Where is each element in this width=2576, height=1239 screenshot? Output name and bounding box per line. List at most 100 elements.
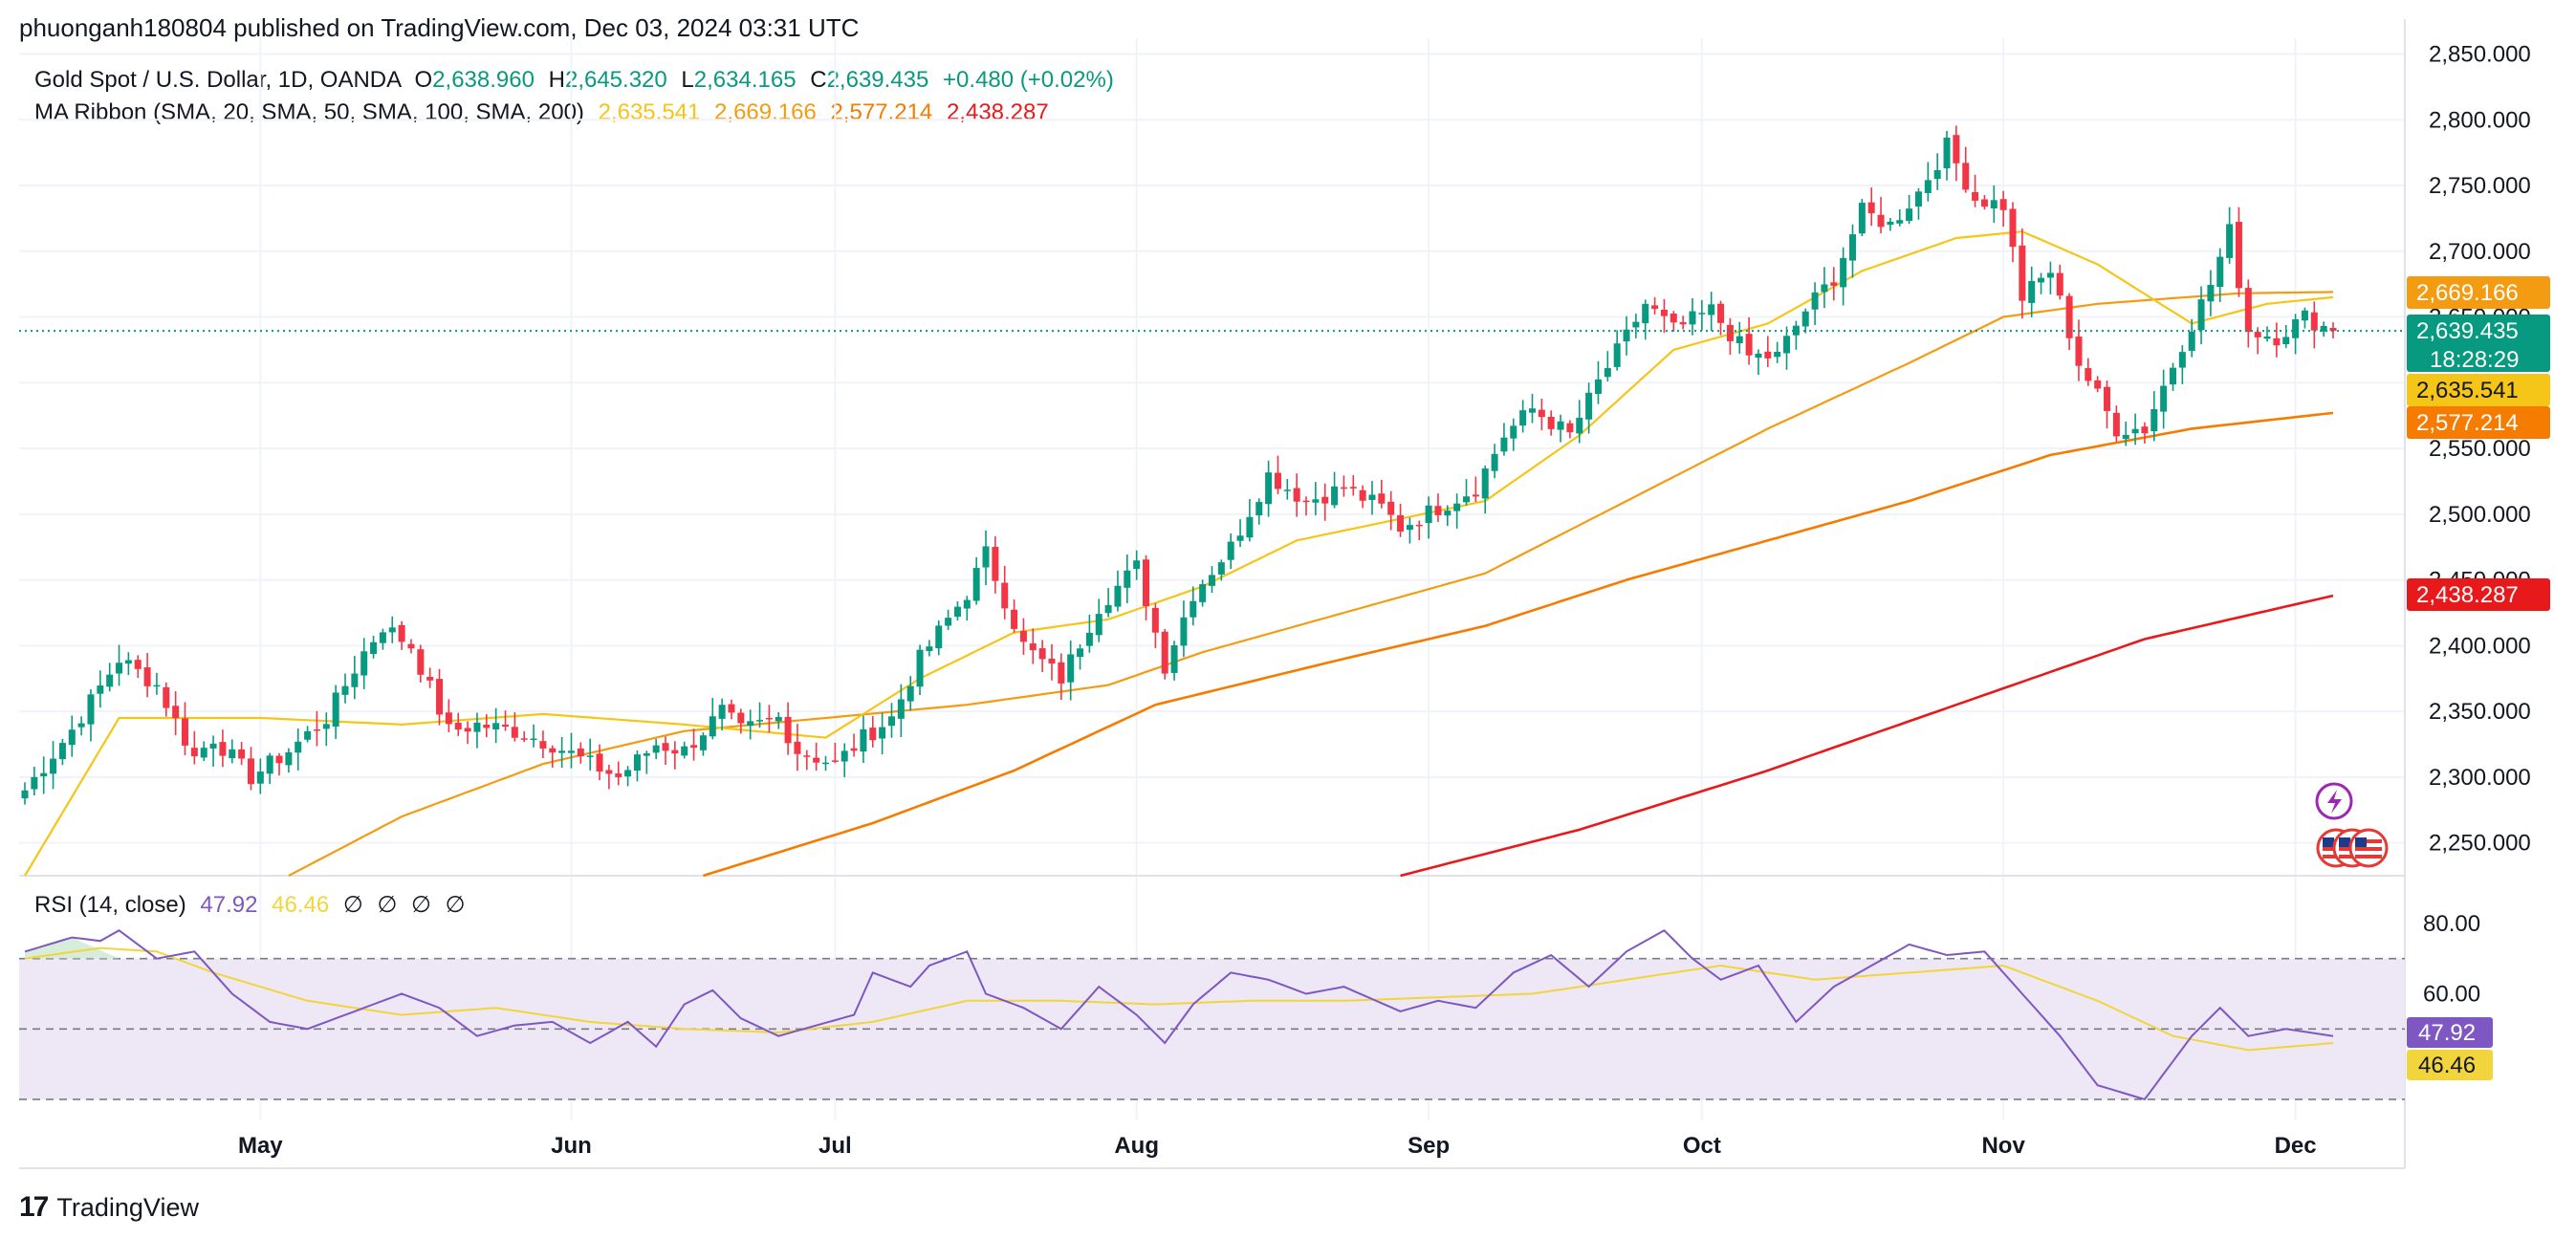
publish-line: phuonganh180804 published on TradingView… [19, 13, 860, 42]
candle [2207, 270, 2215, 316]
candle [58, 738, 66, 766]
candle [1425, 496, 1432, 539]
candle-body [209, 743, 217, 749]
candle-body [1067, 654, 1075, 683]
candle [1999, 190, 2007, 228]
candle [652, 738, 660, 760]
candle-body [624, 770, 632, 777]
candle [549, 745, 557, 768]
candle-body [1689, 311, 1696, 325]
candle [596, 744, 603, 781]
candle-body [822, 762, 830, 765]
candle-body [615, 773, 622, 777]
candle-body [2235, 222, 2242, 289]
candle-body [2320, 325, 2327, 332]
sma20-line [24, 230, 2334, 877]
candle-body [1736, 336, 1743, 344]
rsi-tick-label: 60.00 [2423, 981, 2480, 1007]
candle-body [1058, 662, 1065, 684]
candle [1255, 498, 1263, 525]
candle-body [426, 676, 434, 681]
candle [2178, 345, 2186, 384]
candle-body [2141, 426, 2149, 434]
candle-body [2226, 224, 2234, 258]
candle [200, 741, 207, 762]
candle [511, 712, 518, 742]
candle-body [1143, 559, 1150, 607]
event-icons[interactable] [2315, 782, 2389, 868]
candle-body [407, 643, 415, 649]
candle-body [860, 728, 867, 752]
candle-body [1246, 516, 1254, 538]
candle-body [784, 716, 792, 744]
candle-body [266, 755, 273, 774]
candle [2150, 391, 2158, 442]
rsi-tick-label: 80.00 [2423, 911, 2480, 937]
candle [887, 703, 895, 738]
candle [1698, 299, 1706, 331]
candle-body [1801, 311, 1809, 327]
candle-body [906, 685, 914, 702]
candle-body [813, 757, 820, 763]
candle-body [445, 712, 452, 725]
candle [1642, 299, 1649, 340]
candle-body [765, 717, 773, 720]
rsi-title[interactable]: RSI (14, close) [34, 892, 186, 918]
candle [1717, 300, 1725, 336]
candle [1038, 640, 1046, 673]
candle [2273, 322, 2281, 358]
candle [539, 730, 547, 758]
candle-body [1368, 494, 1376, 500]
candle [1406, 517, 1413, 544]
candle-body [2019, 245, 2026, 301]
candle [1368, 481, 1376, 515]
candle-body [2056, 272, 2063, 296]
candle [577, 742, 584, 764]
candle [172, 691, 180, 736]
candle [2141, 422, 2149, 444]
us-flag-icon[interactable] [2348, 828, 2389, 868]
candle-body [690, 745, 698, 749]
candle-body [879, 727, 886, 739]
high-label: H [548, 67, 565, 93]
candle [360, 638, 368, 689]
candle [2075, 319, 2083, 381]
candle [1019, 618, 1027, 655]
candle-body [106, 674, 114, 687]
candle [1745, 316, 1753, 365]
candle-body [2216, 256, 2224, 288]
candle [219, 729, 227, 768]
month-label: Jun [551, 1133, 592, 1159]
candle-body [1001, 582, 1009, 609]
candle [87, 688, 95, 742]
price-tick-label: 2,350.000 [2429, 699, 2531, 725]
month-label: Aug [1114, 1133, 1159, 1159]
month-label: Sep [1408, 1133, 1450, 1159]
candle [313, 710, 320, 747]
candle [238, 742, 246, 766]
candle [1434, 493, 1442, 522]
tradingview-logo[interactable]: 17 TradingView [19, 1191, 199, 1224]
candle-body [1378, 493, 1386, 504]
candle-body [2244, 288, 2252, 333]
candle [21, 782, 29, 805]
symbol-title[interactable]: Gold Spot / U.S. Dollar, 1D, OANDA [34, 67, 401, 93]
candle-body [718, 705, 726, 719]
candle-body [163, 686, 170, 708]
candle-body [2254, 332, 2261, 337]
candle-body [2197, 299, 2205, 331]
candle [1651, 296, 1659, 315]
candle-body [1255, 502, 1263, 516]
candle [747, 709, 754, 740]
price-tick-label: 2,400.000 [2429, 633, 2531, 659]
ma-ribbon-title[interactable]: MA Ribbon (SMA, 20, SMA, 50, SMA, 100, S… [34, 99, 584, 125]
candle-body [1906, 208, 1913, 222]
candle-body [1104, 604, 1112, 614]
candle-body [1359, 489, 1366, 501]
candle-body [1124, 570, 1131, 588]
candle [502, 710, 510, 731]
candle-body [2131, 428, 2139, 434]
candle-body [1283, 489, 1291, 491]
candle [1331, 471, 1339, 509]
